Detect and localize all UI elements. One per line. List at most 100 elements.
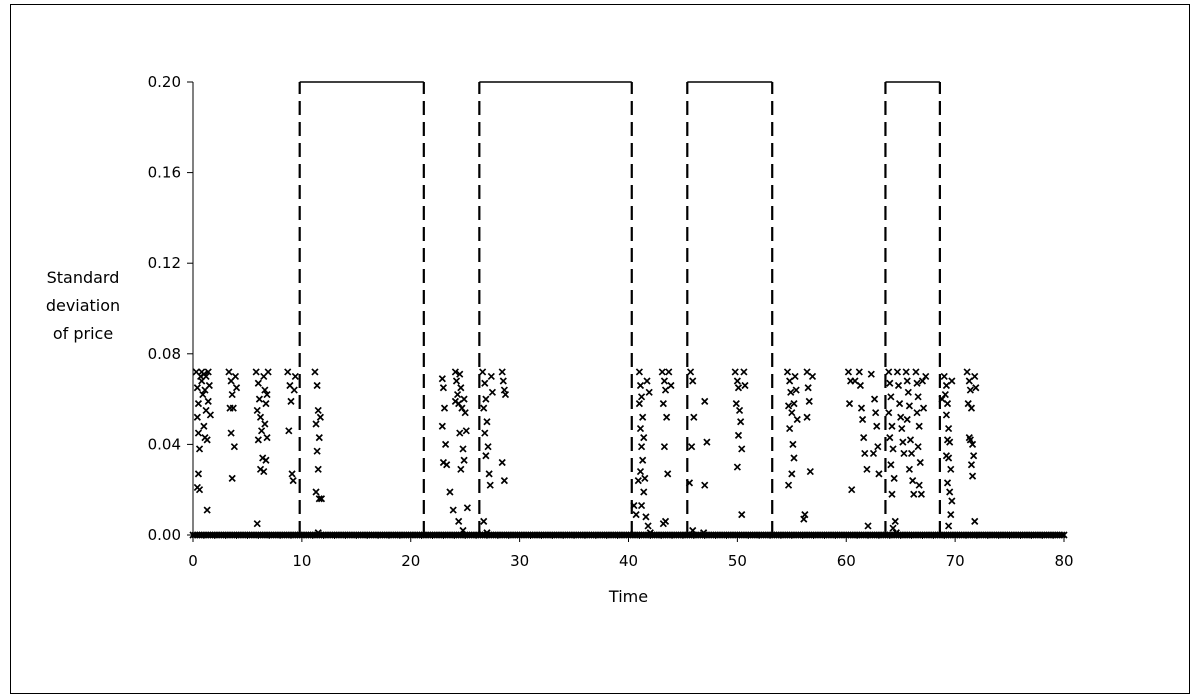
x-tick-label: 0 <box>188 552 198 570</box>
data-point <box>891 517 899 526</box>
data-point <box>790 400 798 408</box>
data-point <box>791 372 799 381</box>
data-point <box>632 511 640 519</box>
data-point <box>913 379 921 387</box>
data-point <box>688 443 696 451</box>
data-point <box>788 470 796 478</box>
data-point <box>914 393 922 401</box>
data-point <box>640 488 648 496</box>
data-point <box>641 474 649 482</box>
data-point <box>944 424 953 433</box>
data-point <box>808 372 817 381</box>
data-point <box>635 368 643 376</box>
data-point <box>228 474 236 482</box>
data-point <box>480 404 488 412</box>
data-point <box>195 486 204 494</box>
data-point <box>900 449 908 458</box>
data-point <box>482 452 490 460</box>
data-point <box>857 404 866 412</box>
y-tick-label: 0.12 <box>148 254 181 272</box>
data-point <box>941 390 949 399</box>
data-point <box>793 415 801 424</box>
data-point <box>942 411 951 419</box>
data-point <box>663 413 671 421</box>
data-point <box>316 413 324 421</box>
data-point <box>479 368 487 376</box>
data-point <box>947 511 955 519</box>
data-point <box>918 377 927 385</box>
data-point <box>486 481 494 489</box>
data-point <box>194 429 203 437</box>
data-point <box>912 368 920 376</box>
data-point <box>439 384 448 392</box>
data-point <box>290 386 298 394</box>
data-point <box>630 501 638 510</box>
data-point <box>888 422 896 430</box>
data-point <box>228 390 236 399</box>
data-point <box>967 404 976 412</box>
data-point <box>804 384 812 392</box>
data-point <box>205 381 213 390</box>
data-point <box>500 477 508 485</box>
data-point <box>485 470 493 478</box>
data-point <box>689 526 697 535</box>
x-tick-label: 10 <box>292 552 311 570</box>
x-tick-label: 80 <box>1054 552 1073 570</box>
data-point <box>446 488 454 496</box>
data-point <box>943 400 952 408</box>
data-point <box>634 477 642 485</box>
y-tick-label: 0.08 <box>148 345 181 363</box>
data-point <box>922 372 930 381</box>
data-point <box>665 368 673 376</box>
y-tick-label: 0.00 <box>148 526 181 544</box>
data-point <box>483 418 491 426</box>
data-point <box>636 467 645 476</box>
data-point <box>971 517 979 526</box>
data-point <box>899 438 907 446</box>
data-point <box>690 413 698 421</box>
data-point <box>689 377 697 385</box>
chart-frame: 0.00 0.04 0.08 0.12 0.16 0.20 0 10 20 30 40 50 60 70 8… <box>10 4 1190 694</box>
data-point <box>946 438 954 446</box>
data-point <box>459 445 467 453</box>
data-point <box>313 447 321 455</box>
data-point <box>886 434 894 442</box>
data-point <box>904 388 912 396</box>
data-point <box>855 368 863 376</box>
data-point <box>845 400 854 408</box>
data-point <box>642 513 650 521</box>
data-point <box>786 424 794 433</box>
data-point <box>913 409 921 417</box>
data-point <box>902 368 910 376</box>
data-point <box>964 400 972 408</box>
data-point <box>968 440 977 449</box>
y-axis-title-line: Standard <box>47 268 120 287</box>
data-point <box>260 467 268 476</box>
data-point <box>261 420 269 428</box>
data-point <box>890 474 898 482</box>
data-point <box>790 454 798 462</box>
x-tick-label: 30 <box>510 552 529 570</box>
data-point <box>253 406 261 415</box>
data-point <box>733 377 741 385</box>
data-point <box>801 511 809 519</box>
data-point <box>968 472 977 480</box>
data-point <box>914 443 922 451</box>
data-point <box>733 463 741 471</box>
data-point <box>264 368 272 376</box>
data-point <box>636 381 645 390</box>
data-point <box>456 429 464 437</box>
data-point <box>481 379 489 387</box>
data-point <box>194 470 203 478</box>
data-point <box>864 522 872 530</box>
data-point <box>660 377 669 385</box>
data-point <box>204 368 212 376</box>
data-point <box>455 517 463 526</box>
data-point <box>443 461 451 469</box>
data-point <box>257 427 266 435</box>
data-point <box>440 404 449 412</box>
data-point <box>946 488 954 496</box>
data-point <box>889 524 897 532</box>
data-point <box>944 522 953 530</box>
data-point <box>636 424 645 433</box>
